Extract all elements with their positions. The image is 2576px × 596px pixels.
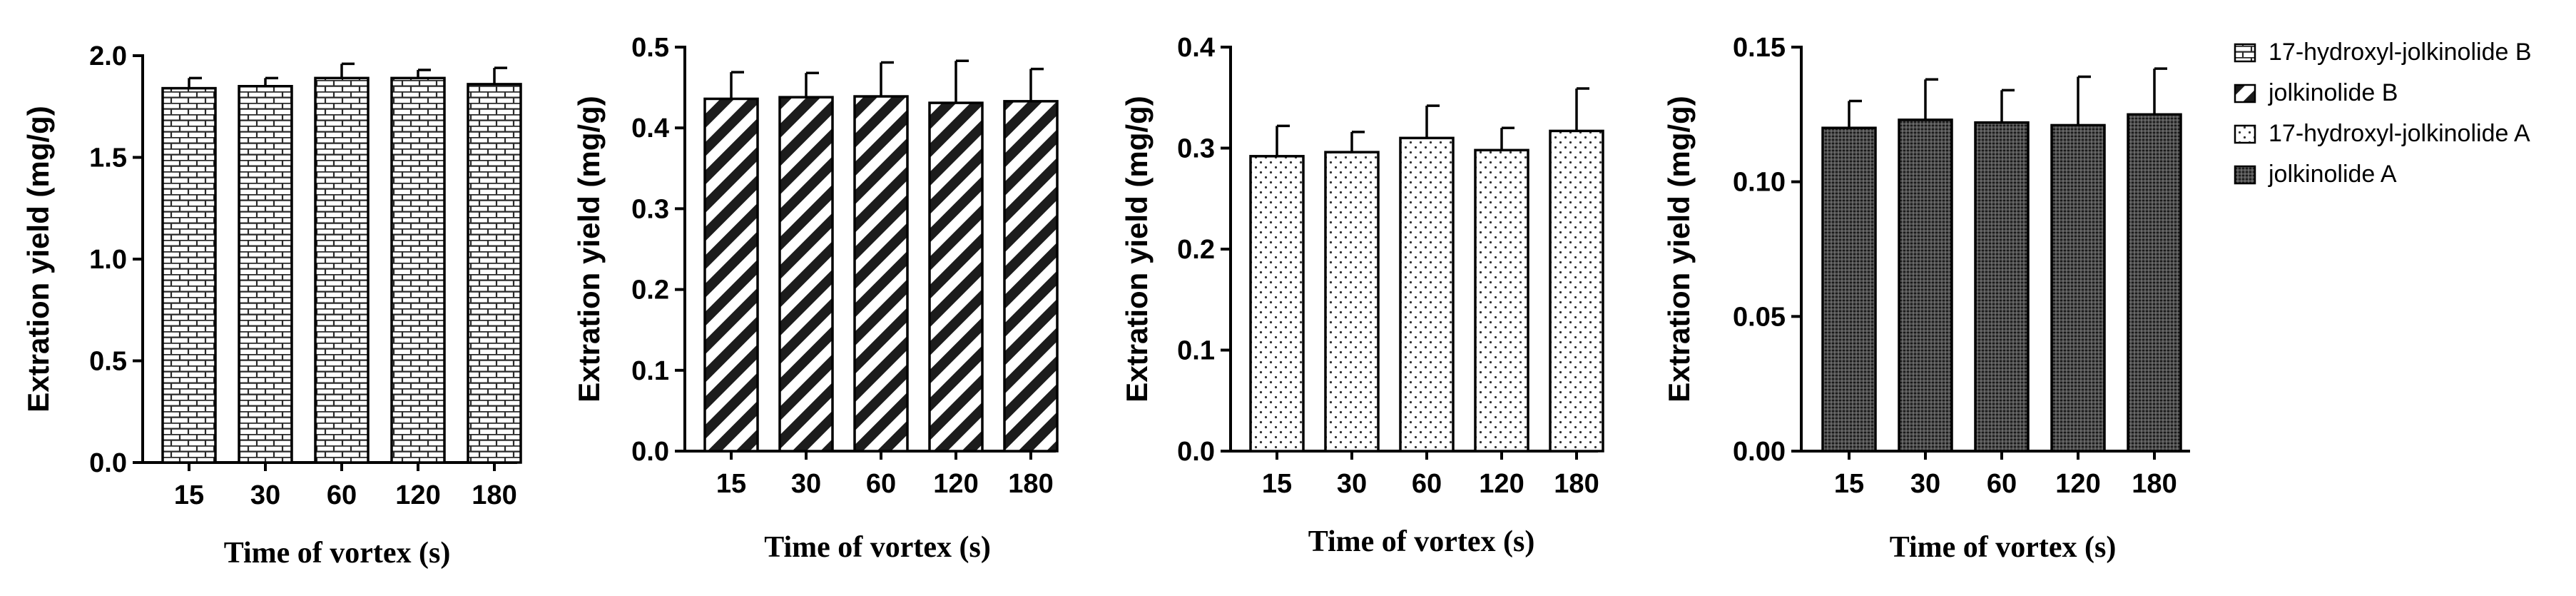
- x-tick-label: 120: [395, 480, 440, 510]
- bar: [1249, 155, 1305, 453]
- bar: [778, 96, 834, 453]
- bar: [1821, 126, 1877, 453]
- x-axis-label: Time of vortex (s): [224, 537, 451, 570]
- x-tick-label: 180: [472, 480, 516, 510]
- bar: [2127, 113, 2182, 453]
- x-tick-label: 15: [174, 480, 204, 510]
- bar: [703, 97, 759, 453]
- x-tick-label: 120: [2055, 469, 2100, 499]
- legend-swatch: [2234, 165, 2256, 185]
- legend-swatch: [2234, 124, 2256, 144]
- y-tick-label: 0.1: [631, 356, 669, 386]
- y-tick-label: 1.5: [89, 143, 127, 173]
- chart-legend: 17-hydroxyl-jolkinolide B jolkinolide B 17…: [2234, 39, 2532, 188]
- chart-panel-2: 0.0 0.1 0.2 0.3 0.4 0.5 15 30 60 120 180 Extration …: [572, 33, 1059, 564]
- y-tick-label: 0.15: [1733, 33, 1786, 63]
- x-tick-label: 180: [1554, 469, 1599, 499]
- y-tick-label: 1.0: [89, 245, 127, 275]
- y-axis-label: Extration yield (mg/g): [1120, 96, 1154, 402]
- x-tick-label: 30: [791, 469, 821, 499]
- x-axis-label: Time of vortex (s): [764, 531, 991, 564]
- bar: [314, 76, 370, 464]
- x-tick-label: 15: [1262, 469, 1292, 499]
- legend-swatch: [2234, 43, 2256, 63]
- bar: [1974, 121, 2030, 453]
- x-tick-label: 120: [933, 469, 978, 499]
- y-tick-label: 0.4: [1177, 33, 1215, 63]
- bar: [928, 101, 984, 453]
- legend-label: 17-hydroxyl-jolkinolide B: [2269, 39, 2532, 66]
- legend-label: 17-hydroxyl-jolkinolide A: [2269, 120, 2530, 147]
- y-axis-label: Extration yield (mg/g): [1662, 96, 1696, 402]
- x-axis-label: Time of vortex (s): [1308, 525, 1535, 558]
- bar: [390, 76, 446, 464]
- y-tick-label: 0.10: [1733, 168, 1786, 198]
- bar: [2050, 123, 2106, 453]
- x-tick-label: 30: [1337, 469, 1367, 499]
- x-tick-label: 30: [1910, 469, 1940, 499]
- y-axis-label: Extration yield (mg/g): [21, 106, 55, 412]
- y-tick-label: 0.3: [631, 194, 669, 224]
- bar: [1003, 100, 1059, 453]
- bar: [161, 86, 217, 464]
- bar: [1549, 129, 1604, 453]
- legend-label: jolkinolide B: [2268, 79, 2398, 106]
- y-tick-label: 0.5: [89, 347, 127, 377]
- y-tick-label: 0.0: [631, 437, 669, 467]
- y-tick-label: 0.0: [1177, 437, 1215, 467]
- chart-panel-4: 0.00 0.05 0.10 0.15 15 30 60 120 180 Extration yi…: [1662, 33, 2190, 564]
- x-tick-label: 30: [250, 480, 280, 510]
- x-tick-label: 15: [1834, 469, 1864, 499]
- bar: [1898, 118, 1953, 453]
- y-tick-label: 0.5: [631, 33, 669, 63]
- y-tick-label: 0.1: [1177, 336, 1215, 366]
- chart-panel-3: 0.0 0.1 0.2 0.3 0.4 15 30 60 120 180 Extration yie…: [1120, 33, 1604, 558]
- x-tick-label: 60: [1987, 469, 2017, 499]
- y-tick-label: 0.3: [1177, 134, 1215, 164]
- x-tick-label: 120: [1479, 469, 1524, 499]
- y-tick-label: 0.4: [631, 113, 669, 143]
- x-tick-label: 15: [716, 469, 746, 499]
- x-tick-label: 60: [866, 469, 896, 499]
- x-tick-label: 180: [2132, 469, 2177, 499]
- bar: [467, 83, 522, 464]
- y-tick-label: 2.0: [89, 41, 127, 71]
- bar: [853, 95, 909, 453]
- x-tick-label: 60: [1412, 469, 1442, 499]
- bar: [1324, 151, 1380, 453]
- x-tick-label: 60: [327, 480, 357, 510]
- y-tick-label: 0.05: [1733, 302, 1786, 332]
- y-tick-label: 0.0: [89, 448, 127, 478]
- legend-swatch: [2234, 84, 2256, 103]
- bar: [238, 85, 293, 464]
- y-tick-label: 0.2: [1177, 235, 1215, 265]
- chart-panel-1: 0.0 0.5 1.0 1.5 2.0 15 30 60 120 180 Extration yie…: [21, 41, 522, 570]
- bar: [1399, 136, 1455, 453]
- x-tick-label: 180: [1008, 469, 1053, 499]
- x-axis-label: Time of vortex (s): [1890, 531, 2117, 564]
- legend-label: jolkinolide A: [2268, 161, 2397, 188]
- bar: [1474, 148, 1529, 453]
- y-axis-label: Extration yield (mg/g): [572, 96, 606, 402]
- y-tick-label: 0.00: [1733, 437, 1786, 467]
- y-tick-label: 0.2: [631, 276, 669, 305]
